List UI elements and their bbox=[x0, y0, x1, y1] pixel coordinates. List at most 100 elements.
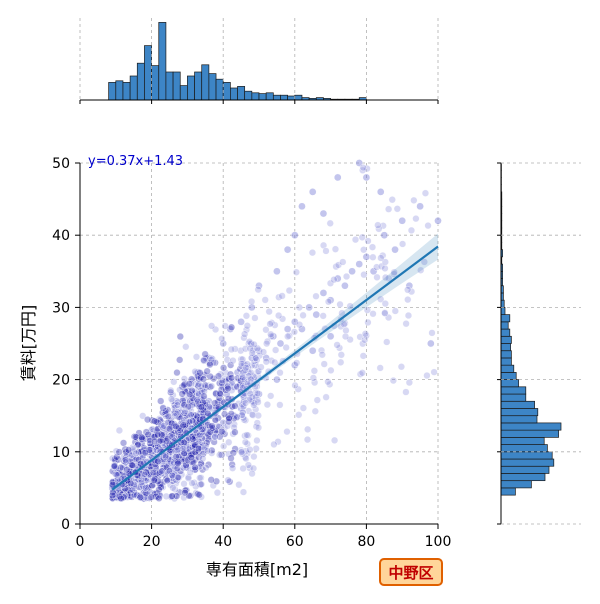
scatter-point bbox=[202, 351, 209, 358]
scatter-point bbox=[228, 374, 235, 381]
scatter-point bbox=[249, 470, 256, 477]
scatter-point bbox=[406, 379, 413, 386]
scatter-point bbox=[242, 400, 249, 407]
top-hist-bar bbox=[123, 82, 130, 100]
scatter-point bbox=[218, 428, 225, 435]
scatter-point bbox=[141, 471, 148, 478]
scatter-point bbox=[151, 418, 158, 425]
scatter-point bbox=[295, 411, 302, 418]
scatter-point bbox=[410, 197, 417, 204]
scatter-point bbox=[309, 188, 316, 195]
y-tick-label: 10 bbox=[52, 445, 70, 461]
scatter-point bbox=[133, 450, 140, 457]
scatter-point bbox=[198, 403, 205, 410]
right-hist-bar bbox=[501, 488, 515, 495]
scatter-point bbox=[360, 352, 367, 359]
scatter-point bbox=[204, 368, 211, 375]
scatter-point bbox=[196, 491, 203, 498]
scatter-point bbox=[137, 494, 144, 501]
scatter-point bbox=[323, 248, 330, 255]
scatter-point bbox=[196, 475, 203, 482]
x-tick-label: 100 bbox=[425, 534, 452, 550]
scatter-point bbox=[339, 259, 346, 266]
scatter-point bbox=[127, 480, 134, 487]
scatter-point bbox=[338, 351, 345, 358]
scatter-point bbox=[277, 369, 284, 376]
scatter-point bbox=[405, 312, 412, 319]
scatter-point bbox=[390, 377, 397, 384]
scatter-point bbox=[325, 378, 332, 385]
scatter-point bbox=[118, 495, 125, 502]
scatter-point bbox=[148, 494, 155, 501]
scatter-point bbox=[193, 353, 200, 360]
scatter-point bbox=[276, 402, 283, 409]
scatter-point bbox=[171, 413, 178, 420]
scatter-point bbox=[142, 485, 149, 492]
scatter-point bbox=[229, 465, 236, 472]
scatter-point bbox=[360, 246, 367, 253]
scatter-point bbox=[337, 301, 344, 308]
scatter-point bbox=[180, 422, 187, 429]
scatter-point bbox=[293, 269, 300, 276]
scatter-point bbox=[156, 486, 163, 493]
y-tick-label: 50 bbox=[52, 156, 70, 172]
right-hist-bar bbox=[501, 365, 514, 372]
scatter-point bbox=[222, 323, 229, 330]
regression-line bbox=[112, 247, 438, 490]
top-hist-bar bbox=[109, 82, 116, 100]
scatter-point bbox=[146, 447, 153, 454]
scatter-point bbox=[320, 312, 327, 319]
scatter-point bbox=[220, 364, 227, 371]
scatter-point bbox=[260, 349, 267, 356]
scatter-point bbox=[154, 431, 161, 438]
scatter-point bbox=[254, 437, 261, 444]
scatter-point bbox=[206, 361, 213, 368]
scatter-point bbox=[253, 445, 260, 452]
right-hist-bar bbox=[501, 481, 531, 488]
scatter-point bbox=[138, 479, 145, 486]
scatter-point bbox=[429, 329, 436, 336]
right-hist-bar bbox=[501, 322, 508, 329]
scatter-point bbox=[228, 346, 235, 353]
scatter-point bbox=[234, 413, 241, 420]
scatter-point bbox=[200, 376, 207, 383]
scatter-point bbox=[157, 398, 164, 405]
scatter-point bbox=[362, 330, 369, 337]
scatter-point bbox=[341, 282, 348, 289]
scatter-point bbox=[248, 298, 255, 305]
x-tick-label: 80 bbox=[357, 534, 375, 550]
scatter-point bbox=[192, 464, 199, 471]
right-hist-bar bbox=[501, 358, 511, 365]
scatter-point bbox=[425, 222, 432, 229]
scatter-point bbox=[377, 255, 384, 262]
top-hist-bar bbox=[159, 22, 166, 100]
top-hist-bar bbox=[295, 95, 302, 100]
scatter-point bbox=[243, 364, 250, 371]
right-hist-bar bbox=[501, 315, 510, 322]
scatter-point bbox=[123, 466, 130, 473]
top-hist-bar bbox=[216, 79, 223, 100]
scatter-point bbox=[343, 273, 350, 280]
scatter-point bbox=[216, 452, 223, 459]
scatter-point bbox=[300, 312, 307, 319]
scatter-point bbox=[365, 238, 372, 245]
top-hist-bar bbox=[166, 72, 173, 100]
scatter-point bbox=[255, 424, 262, 431]
scatter-point bbox=[300, 405, 307, 412]
scatter-point bbox=[382, 300, 389, 307]
scatter-point bbox=[238, 449, 245, 456]
y-tick-label: 20 bbox=[52, 373, 70, 389]
scatter-point bbox=[304, 426, 311, 433]
scatter-point bbox=[262, 297, 269, 304]
scatter-point bbox=[408, 227, 415, 234]
scatter-point bbox=[327, 367, 334, 374]
scatter-point bbox=[168, 396, 175, 403]
scatter-point bbox=[267, 392, 274, 399]
scatter-point bbox=[332, 246, 339, 253]
scatter-point bbox=[424, 372, 431, 379]
scatter-point bbox=[434, 217, 441, 224]
right-hist-bar bbox=[501, 387, 526, 394]
top-hist-bar bbox=[187, 76, 194, 100]
scatter-point bbox=[240, 465, 247, 472]
